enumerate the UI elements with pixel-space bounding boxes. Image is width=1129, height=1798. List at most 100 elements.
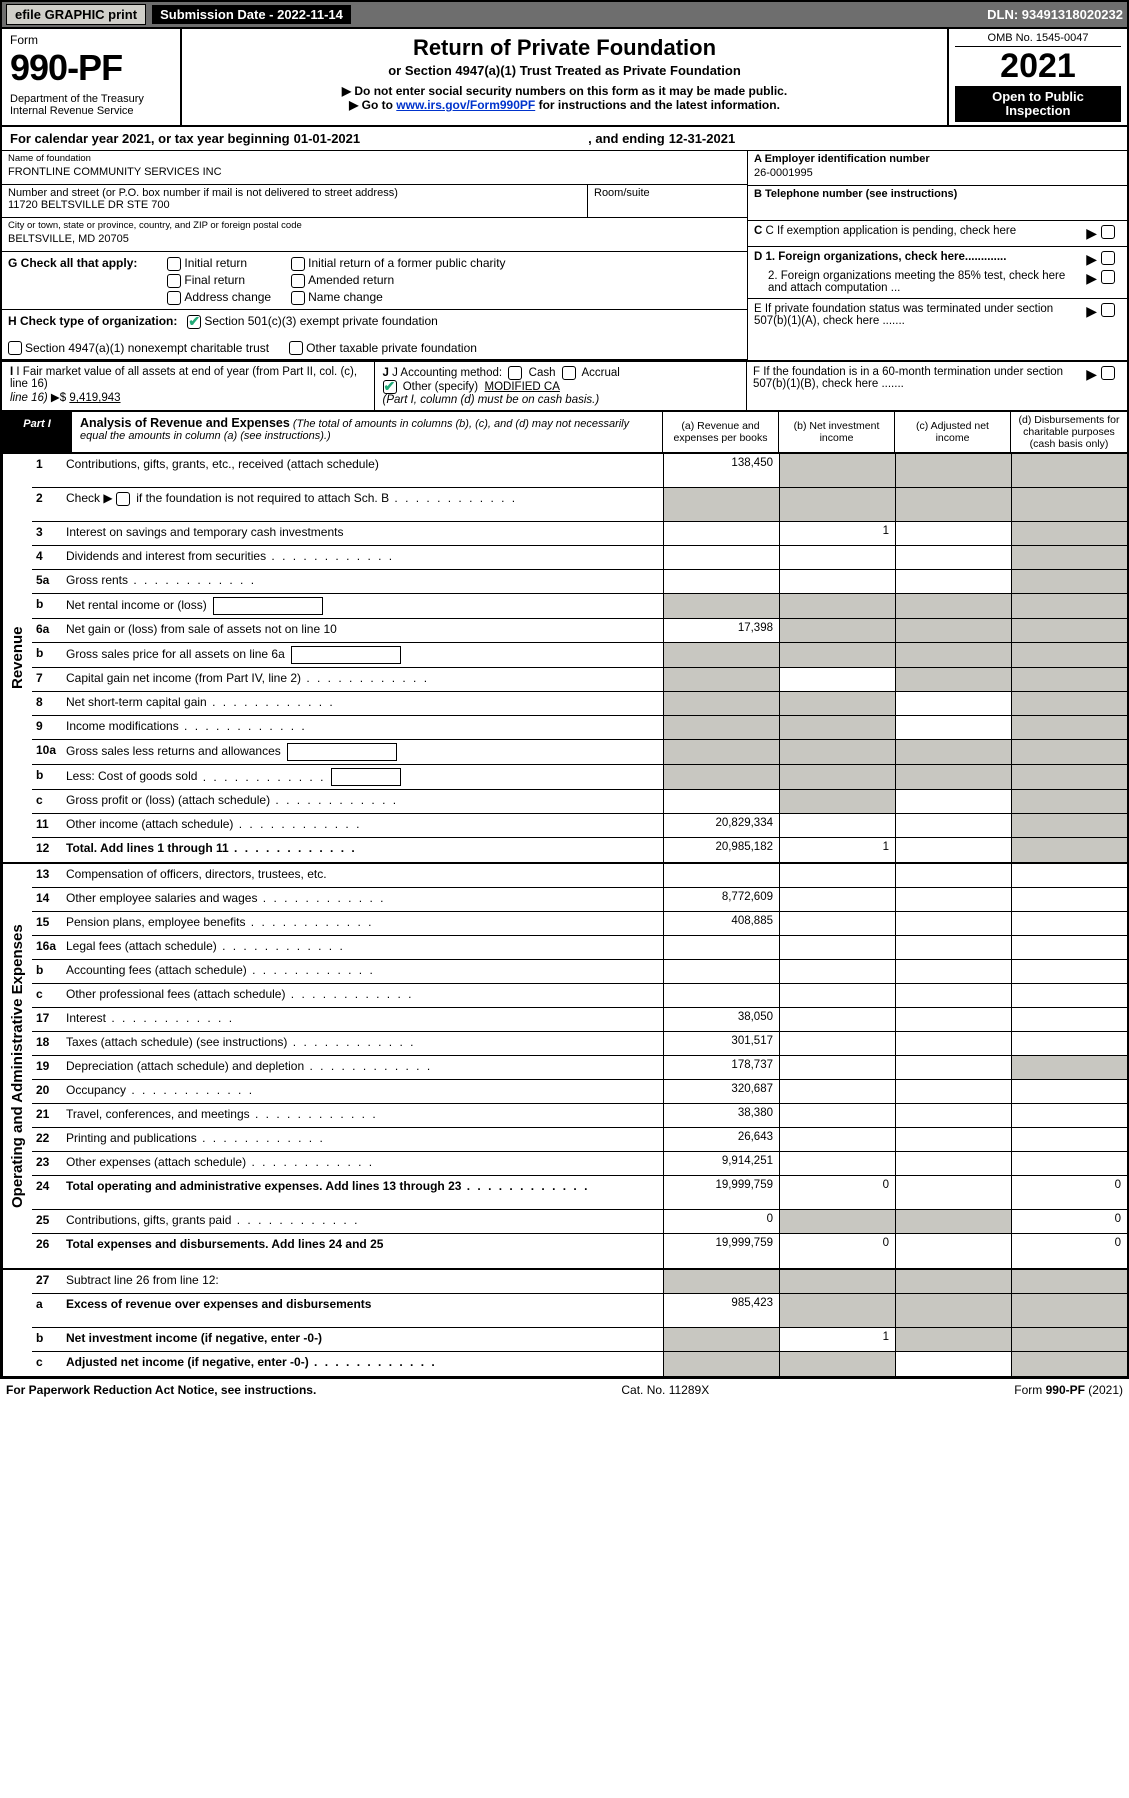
j-note: (Part I, column (d) must be on cash basi…	[383, 394, 600, 406]
table-row: 10aGross sales less returns and allowanc…	[32, 740, 1127, 765]
checkbox-501c3[interactable]	[187, 315, 201, 329]
irs-link[interactable]: www.irs.gov/Form990PF	[396, 98, 535, 112]
i-j-f-band: I I Fair market value of all assets at e…	[0, 362, 1129, 412]
table-row: 18Taxes (attach schedule) (see instructi…	[32, 1032, 1127, 1056]
table-row: 20Occupancy320,687	[32, 1080, 1127, 1104]
addr-label: Number and street (or P.O. box number if…	[8, 187, 581, 199]
revenue-section: Revenue 1Contributions, gifts, grants, e…	[0, 454, 1129, 864]
form-subtitle: or Section 4947(a)(1) Trust Treated as P…	[192, 63, 937, 78]
table-row: 4Dividends and interest from securities	[32, 546, 1127, 570]
table-row: 19Depreciation (attach schedule) and dep…	[32, 1056, 1127, 1080]
checkbox-4947a1[interactable]	[8, 341, 22, 355]
city-state-zip: BELTSVILLE, MD 20705	[8, 231, 741, 245]
form-word: Form	[10, 33, 172, 47]
omb-number: OMB No. 1545-0047	[955, 32, 1121, 47]
checkbox-f-60month[interactable]	[1101, 366, 1115, 380]
checkbox-d2-85pct[interactable]	[1101, 270, 1115, 284]
f-label: F If the foundation is in a 60-month ter…	[753, 366, 1086, 390]
table-row: 24Total operating and administrative exp…	[32, 1176, 1127, 1210]
checkbox-other-method[interactable]	[383, 380, 397, 394]
table-row: 2Check ▶ if the foundation is not requir…	[32, 488, 1127, 522]
topbar: efile GRAPHIC print Submission Date - 20…	[0, 0, 1129, 29]
table-row: 22Printing and publications26,643	[32, 1128, 1127, 1152]
submission-date: Submission Date - 2022-11-14	[152, 5, 351, 24]
checkbox-name-change[interactable]	[291, 291, 305, 305]
checkbox-e-terminated[interactable]	[1101, 303, 1115, 317]
checkbox-c-pending[interactable]	[1101, 225, 1115, 239]
expenses-section: Operating and Administrative Expenses 13…	[0, 864, 1129, 1270]
dln: DLN: 93491318020232	[987, 7, 1123, 22]
table-row: 7Capital gain net income (from Part IV, …	[32, 668, 1127, 692]
col-d-header: (d) Disbursements for charitable purpose…	[1011, 412, 1127, 452]
part1-title: Analysis of Revenue and Expenses	[80, 416, 290, 430]
checkbox-initial-return[interactable]	[167, 257, 181, 271]
form-ref: Form 990-PF (2021)	[1014, 1383, 1123, 1397]
revenue-vertical-label: Revenue	[2, 454, 32, 862]
table-row: 15Pension plans, employee benefits408,88…	[32, 912, 1127, 936]
table-row: 26Total expenses and disbursements. Add …	[32, 1234, 1127, 1268]
table-row: cGross profit or (loss) (attach schedule…	[32, 790, 1127, 814]
table-row: bGross sales price for all assets on lin…	[32, 643, 1127, 668]
city-label: City or town, state or province, country…	[8, 220, 741, 231]
checkbox-final-return[interactable]	[167, 274, 181, 288]
table-row: 25Contributions, gifts, grants paid00	[32, 1210, 1127, 1234]
phone-label: B Telephone number (see instructions)	[754, 188, 1121, 200]
table-row: 1Contributions, gifts, grants, etc., rec…	[32, 454, 1127, 488]
h-check-row: H Check type of organization: Section 50…	[2, 310, 747, 361]
fmv-value: 9,419,943	[69, 392, 120, 404]
table-row: 13Compensation of officers, directors, t…	[32, 864, 1127, 888]
table-row: cAdjusted net income (if negative, enter…	[32, 1352, 1127, 1376]
foundation-name: FRONTLINE COMMUNITY SERVICES INC	[8, 164, 741, 178]
checkbox-cash[interactable]	[508, 366, 522, 380]
checkbox-address-change[interactable]	[167, 291, 181, 305]
entity-info: Name of foundation FRONTLINE COMMUNITY S…	[0, 151, 1129, 362]
goto-note: ▶ Go to www.irs.gov/Form990PF for instru…	[192, 98, 937, 112]
checkbox-initial-former[interactable]	[291, 257, 305, 271]
line27-section: 27Subtract line 26 from line 12: aExcess…	[0, 1270, 1129, 1378]
irs-dept: Department of the Treasury Internal Reve…	[10, 93, 172, 117]
i-label: I Fair market value of all assets at end…	[10, 366, 357, 390]
table-row: cOther professional fees (attach schedul…	[32, 984, 1127, 1008]
table-row: 11Other income (attach schedule)20,829,3…	[32, 814, 1127, 838]
expenses-vertical-label: Operating and Administrative Expenses	[2, 864, 32, 1268]
arrow-icon: ▶	[1086, 251, 1097, 268]
table-row: bAccounting fees (attach schedule)	[32, 960, 1127, 984]
table-row: aExcess of revenue over expenses and dis…	[32, 1294, 1127, 1328]
calendar-year-row: For calendar year 2021, or tax year begi…	[0, 127, 1129, 151]
checkbox-schb[interactable]	[116, 492, 130, 506]
ein-label: A Employer identification number	[754, 153, 1121, 165]
col-c-header: (c) Adjusted net income	[895, 412, 1011, 452]
footer: For Paperwork Reduction Act Notice, see …	[0, 1378, 1129, 1401]
efile-print-button[interactable]: efile GRAPHIC print	[6, 4, 146, 25]
table-row: 3Interest on savings and temporary cash …	[32, 522, 1127, 546]
room-label: Room/suite	[594, 187, 741, 199]
checkbox-amended[interactable]	[291, 274, 305, 288]
paperwork-notice: For Paperwork Reduction Act Notice, see …	[6, 1383, 316, 1397]
form-number: 990-PF	[10, 47, 172, 89]
table-row: 12Total. Add lines 1 through 1120,985,18…	[32, 838, 1127, 862]
d2-label: 2. Foreign organizations meeting the 85%…	[768, 270, 1086, 294]
table-row: 23Other expenses (attach schedule)9,914,…	[32, 1152, 1127, 1176]
table-row: 17Interest38,050	[32, 1008, 1127, 1032]
g-check-row: G Check all that apply: Initial return F…	[2, 252, 747, 309]
checkbox-d1-foreign[interactable]	[1101, 251, 1115, 265]
table-row: 14Other employee salaries and wages8,772…	[32, 888, 1127, 912]
e-label: E If private foundation status was termi…	[754, 303, 1086, 327]
arrow-icon: ▶	[1086, 366, 1097, 383]
cat-no: Cat. No. 11289X	[621, 1383, 709, 1397]
table-row: 8Net short-term capital gain	[32, 692, 1127, 716]
table-row: bNet investment income (if negative, ent…	[32, 1328, 1127, 1352]
table-row: 21Travel, conferences, and meetings38,38…	[32, 1104, 1127, 1128]
checkbox-accrual[interactable]	[562, 366, 576, 380]
ein-value: 26-0001995	[754, 165, 1121, 179]
other-method-value: MODIFIED CA	[485, 381, 560, 393]
part-label: Part I	[2, 412, 72, 452]
open-to-public: Open to Public Inspection	[955, 86, 1121, 123]
table-row: bNet rental income or (loss)	[32, 594, 1127, 619]
table-row: 5aGross rents	[32, 570, 1127, 594]
j-label: J Accounting method:	[392, 367, 502, 379]
arrow-icon: ▶	[1086, 303, 1097, 320]
checkbox-other-taxable[interactable]	[289, 341, 303, 355]
table-row: bLess: Cost of goods sold	[32, 765, 1127, 790]
table-row: 9Income modifications	[32, 716, 1127, 740]
